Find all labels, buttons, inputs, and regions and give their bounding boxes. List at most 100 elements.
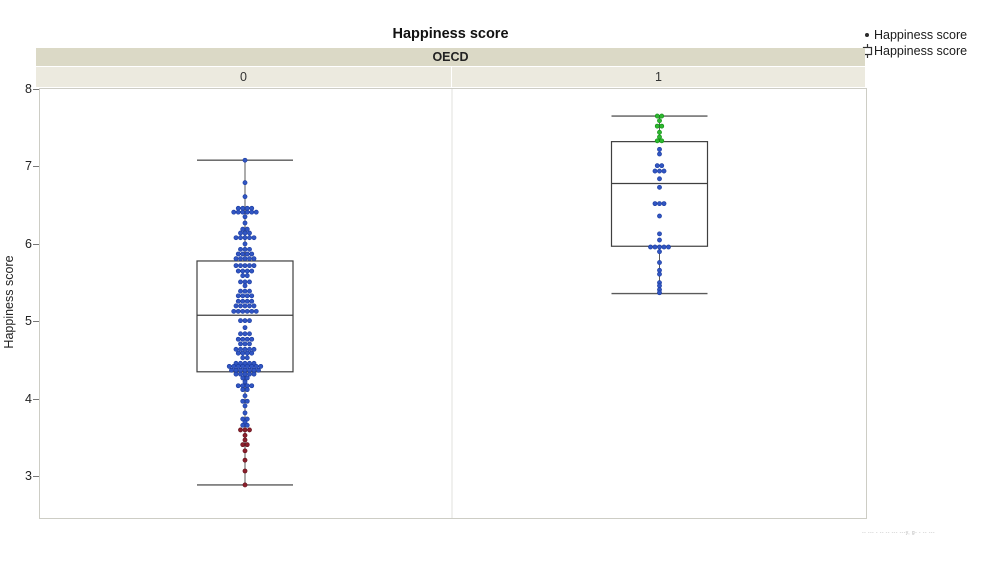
data-point[interactable] [233, 303, 239, 309]
data-point[interactable] [238, 230, 243, 236]
data-point[interactable] [247, 427, 252, 433]
data-point[interactable] [242, 180, 248, 186]
data-point[interactable] [249, 383, 255, 389]
data-point[interactable] [233, 256, 239, 262]
data-point[interactable] [657, 213, 662, 219]
data-point[interactable] [238, 371, 243, 377]
data-point[interactable] [242, 341, 248, 347]
data-point[interactable] [247, 371, 252, 377]
data-point[interactable] [238, 341, 243, 347]
data-point[interactable] [240, 336, 246, 342]
data-point[interactable] [233, 371, 239, 377]
data-point[interactable] [251, 367, 257, 373]
data-point[interactable] [235, 293, 241, 299]
data-point[interactable] [249, 363, 255, 369]
data-point[interactable] [247, 230, 252, 236]
data-point[interactable] [244, 226, 250, 232]
data-point[interactable] [240, 308, 246, 314]
data-point[interactable] [242, 371, 248, 377]
data-point[interactable] [238, 427, 243, 433]
data-point[interactable] [247, 331, 252, 337]
data-point[interactable] [242, 367, 248, 373]
data-point[interactable] [251, 235, 257, 241]
data-point[interactable] [244, 375, 250, 381]
data-point[interactable] [238, 263, 243, 269]
data-point[interactable] [657, 237, 662, 243]
data-point[interactable] [652, 244, 658, 250]
data-point[interactable] [244, 442, 250, 448]
data-point[interactable] [235, 209, 241, 215]
data-point[interactable] [659, 113, 665, 119]
data-point[interactable] [242, 346, 248, 352]
data-point[interactable] [247, 318, 252, 324]
data-point[interactable] [247, 246, 252, 252]
data-point[interactable] [238, 246, 243, 252]
data-point[interactable] [657, 283, 662, 289]
data-point[interactable] [244, 363, 250, 369]
data-point[interactable] [238, 346, 243, 352]
data-point[interactable] [235, 298, 241, 304]
data-point[interactable] [247, 341, 252, 347]
data-point[interactable] [240, 383, 246, 389]
data-point[interactable] [657, 244, 662, 250]
data-point[interactable] [648, 244, 653, 250]
data-point[interactable] [253, 308, 259, 314]
data-point[interactable] [251, 256, 257, 262]
data-point[interactable] [238, 303, 243, 309]
data-point[interactable] [242, 410, 248, 416]
data-point[interactable] [238, 256, 243, 262]
data-point[interactable] [666, 244, 671, 250]
data-point[interactable] [247, 263, 252, 269]
data-point[interactable] [242, 432, 248, 438]
data-point[interactable] [251, 263, 257, 269]
data-point[interactable] [238, 235, 243, 241]
data-point[interactable] [242, 303, 248, 309]
data-point[interactable] [247, 235, 252, 241]
data-point[interactable] [240, 350, 246, 356]
data-point[interactable] [249, 205, 255, 211]
data-point[interactable] [659, 123, 665, 129]
data-point[interactable] [244, 336, 250, 342]
data-point[interactable] [249, 308, 255, 314]
data-point[interactable] [249, 336, 255, 342]
data-point[interactable] [659, 163, 665, 169]
data-point[interactable] [238, 279, 243, 285]
data-point[interactable] [249, 350, 255, 356]
data-point[interactable] [247, 256, 252, 262]
data-point[interactable] [242, 263, 248, 269]
data-point[interactable] [253, 363, 259, 369]
data-point[interactable] [654, 138, 660, 144]
data-point[interactable] [238, 331, 243, 337]
data-point[interactable] [242, 482, 248, 488]
data-point[interactable] [240, 442, 246, 448]
data-point[interactable] [238, 288, 243, 294]
data-point[interactable] [657, 267, 662, 273]
data-point[interactable] [659, 138, 665, 144]
data-point[interactable] [244, 209, 250, 215]
data-point[interactable] [251, 371, 257, 377]
data-point[interactable] [235, 251, 241, 257]
data-point[interactable] [654, 113, 660, 119]
data-point[interactable] [247, 288, 252, 294]
data-point[interactable] [226, 363, 232, 369]
data-point[interactable] [657, 176, 662, 182]
data-point[interactable] [242, 256, 248, 262]
data-point[interactable] [244, 268, 250, 274]
data-point[interactable] [242, 379, 248, 385]
data-point[interactable] [240, 398, 246, 404]
data-point[interactable] [657, 134, 662, 140]
legend-item-points[interactable]: Happiness score [860, 27, 995, 43]
data-point[interactable] [240, 375, 246, 381]
data-point[interactable] [244, 387, 250, 393]
data-point[interactable] [253, 209, 259, 215]
data-point[interactable] [244, 383, 250, 389]
data-point[interactable] [242, 279, 248, 285]
data-point[interactable] [256, 367, 261, 373]
data-point[interactable] [657, 260, 662, 265]
data-point[interactable] [657, 184, 662, 190]
data-point[interactable] [247, 279, 252, 285]
data-point[interactable] [238, 367, 243, 373]
data-point[interactable] [235, 308, 241, 314]
data-point[interactable] [229, 367, 234, 373]
legend-item-boxplot[interactable]: Happiness score [860, 43, 995, 59]
